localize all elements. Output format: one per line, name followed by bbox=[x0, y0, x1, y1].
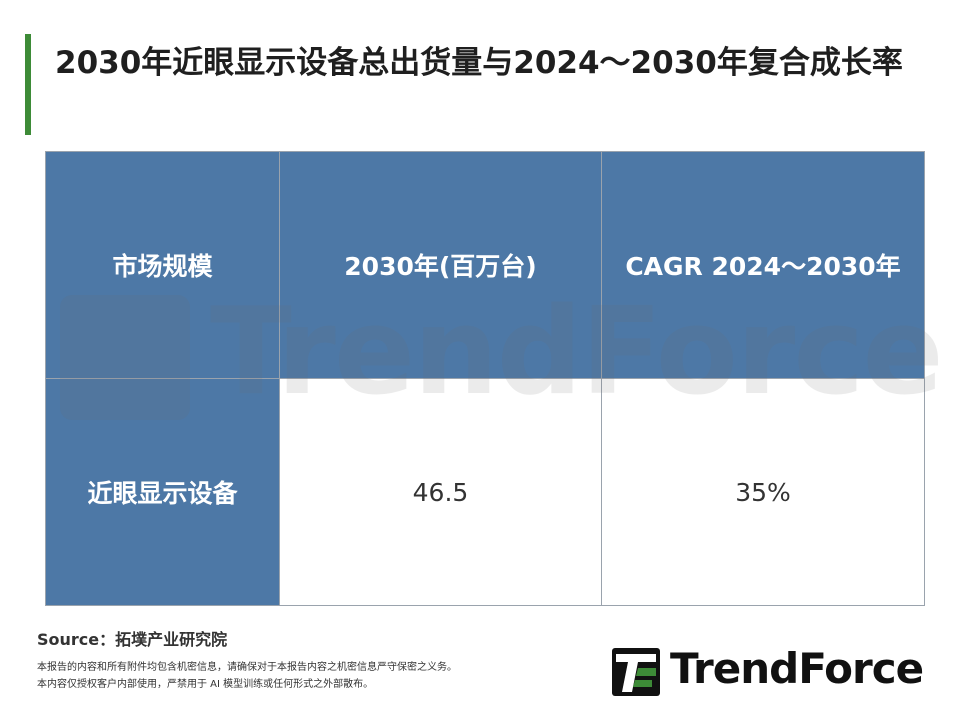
table-header-row: 市场规模 2030年(百万台) CAGR 2024～2030年 bbox=[45, 151, 925, 379]
table-row: 近眼显示设备 46.5 35% bbox=[45, 378, 925, 606]
row-label-cell: 近眼显示设备 bbox=[45, 378, 280, 606]
data-table-container: 市场规模 2030年(百万台) CAGR 2024～2030年 近眼显示设备 4… bbox=[45, 151, 925, 606]
page-title: 2030年近眼显示设备总出货量与2024～2030年复合成长率 bbox=[55, 45, 903, 81]
header-cell-cagr: CAGR 2024～2030年 bbox=[601, 151, 925, 379]
usage-note: 本内容仅授权客户内部使用，严禁用于 AI 模型训练或任何形式之外部散布。 bbox=[37, 679, 374, 690]
confidential-note: 本报告的内容和所有附件均包含机密信息，请确保对于本报告内容之机密信息严守保密之义… bbox=[37, 662, 457, 673]
shipments-value-cell: 46.5 bbox=[279, 378, 602, 606]
source-label: Source：拓墣产业研究院 bbox=[37, 630, 228, 649]
trendforce-logo-icon bbox=[612, 648, 660, 696]
trendforce-logo: TrendForce bbox=[612, 644, 932, 696]
data-table: 市场规模 2030年(百万台) CAGR 2024～2030年 近眼显示设备 4… bbox=[45, 151, 925, 606]
cagr-value-cell: 35% bbox=[601, 378, 925, 606]
logo-text: TrendForce bbox=[670, 644, 924, 693]
title-accent-bar bbox=[25, 34, 31, 135]
header-cell-shipments: 2030年(百万台) bbox=[279, 151, 602, 379]
header-cell-market: 市场规模 bbox=[45, 151, 280, 379]
